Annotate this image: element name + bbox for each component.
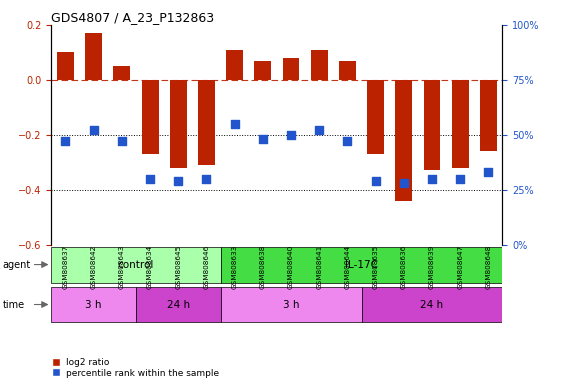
Bar [311,50,328,80]
Legend: log2 ratio, percentile rank within the sample: log2 ratio, percentile rank within the s… [50,356,222,379]
Bar [452,80,469,168]
Text: IL-17C: IL-17C [345,260,378,270]
Text: control: control [118,260,154,270]
Text: GDS4807 / A_23_P132863: GDS4807 / A_23_P132863 [51,11,215,24]
Bar [339,61,356,80]
Bar [114,66,130,80]
Text: GSM808647: GSM808647 [457,245,463,289]
Point [61,138,70,144]
Text: GSM808636: GSM808636 [401,245,407,289]
Point [202,175,211,182]
Bar [57,52,74,80]
FancyBboxPatch shape [136,286,220,323]
Text: 3 h: 3 h [86,300,102,310]
FancyBboxPatch shape [51,247,220,283]
Text: GSM808638: GSM808638 [260,245,266,289]
Text: GSM808637: GSM808637 [62,245,69,289]
Text: GSM808648: GSM808648 [485,245,492,289]
Point [146,175,155,182]
Bar [170,80,187,168]
Text: 3 h: 3 h [283,300,299,310]
Point [174,178,183,184]
Bar [480,80,497,151]
Text: GSM808633: GSM808633 [232,245,238,289]
Point [371,178,380,184]
Point [89,127,98,134]
Text: GSM808642: GSM808642 [91,245,96,289]
Point [399,180,408,186]
Text: time: time [3,300,25,310]
Point [287,132,296,138]
Text: agent: agent [3,260,31,270]
Point [428,175,437,182]
FancyBboxPatch shape [361,286,502,323]
Text: 24 h: 24 h [420,300,444,310]
Point [258,136,267,142]
Bar [283,58,300,80]
Bar [198,80,215,165]
Point [343,138,352,144]
Bar [226,50,243,80]
Point [315,127,324,134]
Bar [85,33,102,80]
FancyBboxPatch shape [220,286,361,323]
Text: GSM808643: GSM808643 [119,245,125,289]
FancyBboxPatch shape [51,286,136,323]
Bar [424,80,440,170]
Point [230,121,239,127]
Bar [142,80,159,154]
Point [484,169,493,175]
Text: GSM808640: GSM808640 [288,245,294,289]
Point [117,138,126,144]
Text: GSM808645: GSM808645 [175,245,181,289]
Text: GSM808646: GSM808646 [203,245,210,289]
Bar [255,61,271,80]
Text: GSM808641: GSM808641 [316,245,322,289]
FancyBboxPatch shape [220,247,502,283]
Text: GSM808635: GSM808635 [373,245,379,289]
Bar [395,80,412,201]
Text: GSM808644: GSM808644 [344,245,351,289]
Text: 24 h: 24 h [167,300,190,310]
Text: GSM808634: GSM808634 [147,245,153,289]
Bar [367,80,384,154]
Point [456,175,465,182]
Text: GSM808639: GSM808639 [429,245,435,289]
